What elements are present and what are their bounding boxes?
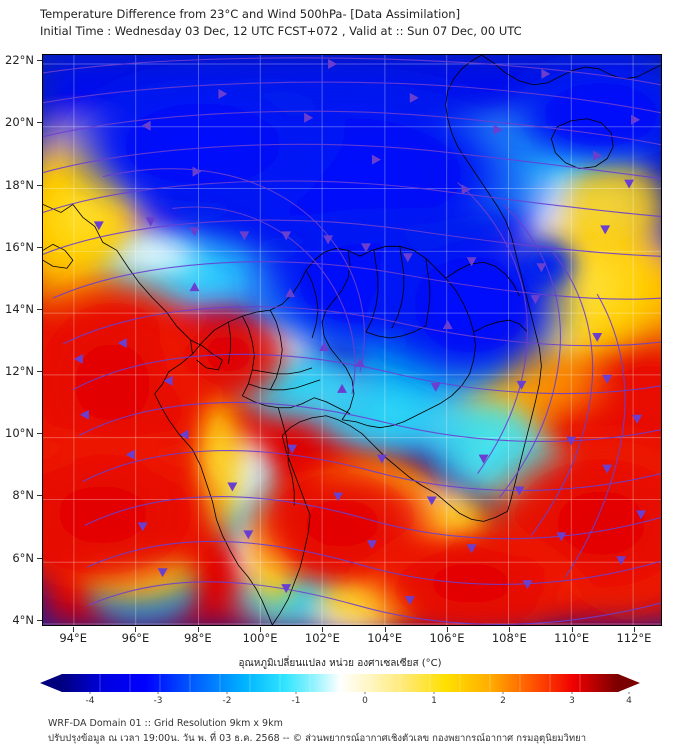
y-tick-label: 4°N	[12, 612, 34, 627]
x-tick-label: 108°E	[491, 631, 527, 645]
x-tick-mark	[509, 627, 511, 632]
x-tick-label: 100°E	[242, 631, 278, 645]
x-tick-mark	[73, 627, 75, 632]
y-tick-label: 20°N	[5, 115, 34, 130]
y-tick-mark	[37, 184, 42, 186]
y-tick-mark	[37, 371, 42, 373]
colorbar-tick-label: -2	[222, 696, 232, 706]
y-tick-label: 6°N	[12, 550, 34, 565]
footer-block: WRF-DA Domain 01 :: Grid Resolution 9km …	[48, 716, 668, 746]
colorbar-tick-label: -3	[153, 696, 163, 706]
y-tick-mark	[37, 433, 42, 435]
colorbar-tick-label: 0	[362, 696, 368, 706]
model-info: WRF-DA Domain 01 :: Grid Resolution 9km …	[48, 718, 283, 729]
y-tick-mark	[37, 122, 42, 124]
forecast-valid-time: Initial Time : Wednesday 03 Dec, 12 UTC …	[40, 24, 522, 38]
page-title: Temperature Difference from 23°C and Win…	[40, 7, 461, 21]
y-tick-label: 10°N	[5, 426, 34, 441]
y-tick-label: 16°N	[5, 239, 34, 254]
colorbar: อุณหภูมิเปลี่ยนแปลง หน่วย องศาเซลเซียส (…	[40, 658, 640, 694]
colorbar-tick-labels: -4 -3 -2 -1 0 1 2 3 4	[40, 696, 640, 710]
colorbar-title: อุณหภูมิเปลี่ยนแปลง หน่วย องศาเซลเซียส (…	[238, 658, 442, 669]
map-graticule	[43, 55, 661, 625]
x-tick-mark	[447, 627, 449, 632]
y-tick-label: 22°N	[5, 53, 34, 68]
colorbar-tick-label: -4	[85, 696, 95, 706]
x-tick-mark	[135, 627, 137, 632]
y-tick-label: 18°N	[5, 177, 34, 192]
colorbar-tick-label: 2	[500, 696, 506, 706]
y-tick-mark	[37, 619, 42, 621]
colorbar-tick-label: 1	[431, 696, 437, 706]
colorbar-tick-label: -1	[291, 696, 301, 706]
y-tick-label: 8°N	[12, 488, 34, 503]
x-tick-label: 104°E	[367, 631, 403, 645]
x-tick-mark	[197, 627, 199, 632]
x-tick-mark	[633, 627, 635, 632]
y-tick-mark	[37, 60, 42, 62]
x-tick-label: 110°E	[554, 631, 590, 645]
coastline-and-border-overlay	[43, 55, 661, 625]
y-tick-label: 14°N	[5, 301, 34, 316]
y-tick-label: 12°N	[5, 364, 34, 379]
x-tick-label: 94°E	[59, 631, 87, 645]
x-tick-label: 112°E	[616, 631, 652, 645]
x-tick-mark	[260, 627, 262, 632]
x-tick-label: 106°E	[429, 631, 465, 645]
attribution: ปรับปรุงข้อมูล ณ เวลา 19:00น. วัน พ. ที่…	[48, 733, 587, 744]
x-tick-label: 96°E	[121, 631, 150, 645]
y-tick-mark	[37, 246, 42, 248]
colorbar-tick-label: 3	[569, 696, 575, 706]
x-tick-mark	[384, 627, 386, 632]
x-tick-label: 102°E	[304, 631, 340, 645]
x-tick-label: 98°E	[183, 631, 212, 645]
map-plot-area[interactable]	[42, 54, 662, 626]
colorbar-gradient	[40, 674, 640, 694]
y-tick-mark	[37, 495, 42, 497]
y-tick-mark	[37, 557, 42, 559]
x-tick-mark	[322, 627, 324, 632]
colorbar-tick-label: 4	[626, 696, 632, 706]
wind-streamline-overlay	[43, 55, 661, 625]
y-tick-mark	[37, 308, 42, 310]
x-tick-mark	[571, 627, 573, 632]
title-block: Temperature Difference from 23°C and Win…	[40, 6, 640, 40]
